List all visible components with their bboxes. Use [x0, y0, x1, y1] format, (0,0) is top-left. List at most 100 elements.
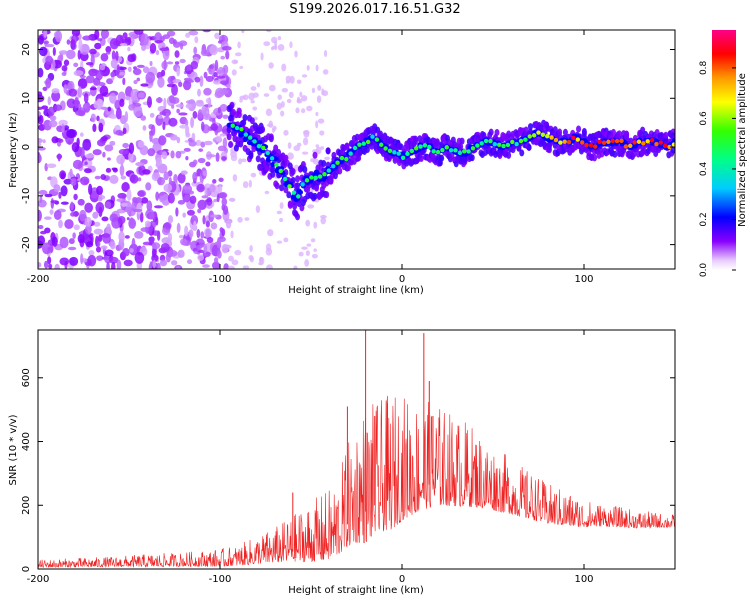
noise-blob [104, 144, 114, 152]
heatmap-layer [38, 30, 675, 269]
noise-blob [268, 84, 276, 92]
noise-blob [38, 114, 44, 125]
noise-blob [219, 103, 228, 112]
noise-blob [206, 154, 216, 158]
noise-blob [197, 208, 202, 214]
noise-blob [276, 240, 283, 244]
noise-blob [50, 197, 55, 209]
noise-blob [279, 217, 284, 223]
noise-blob [156, 262, 161, 269]
noise-blob [38, 146, 46, 151]
noise-blob [43, 40, 49, 45]
noise-blob [186, 64, 192, 71]
noise-blob [54, 263, 60, 269]
ridge-peak [662, 143, 668, 149]
noise-blob [281, 63, 287, 72]
ridge-halo [273, 144, 279, 152]
noise-blob [94, 175, 101, 180]
noise-blob [228, 255, 234, 262]
noise-blob [280, 110, 285, 117]
noise-blob [137, 177, 142, 182]
noise-blob [141, 197, 149, 204]
ridge-peak [387, 148, 393, 154]
noise-blob [48, 120, 58, 128]
ridge-peak [540, 132, 546, 137]
noise-blob [214, 32, 221, 40]
noise-blob [287, 142, 292, 149]
noise-blob [94, 42, 102, 50]
noise-blob [133, 105, 143, 118]
colorbar-scale [712, 30, 736, 270]
noise-blob [125, 95, 131, 101]
noise-blob [111, 261, 116, 269]
noise-blob [106, 261, 110, 269]
noise-blob [132, 102, 142, 107]
noise-blob [133, 30, 144, 35]
noise-blob [265, 243, 272, 252]
noise-blob [68, 88, 78, 97]
noise-blob [137, 92, 145, 99]
ridge-peak [536, 130, 541, 135]
noise-blob [186, 79, 195, 83]
noise-blob [311, 87, 316, 94]
ridge-peak [566, 139, 572, 145]
noise-blob [119, 164, 125, 177]
noise-blob [210, 123, 219, 131]
noise-blob [205, 75, 214, 82]
ridge-halo [270, 170, 276, 178]
noise-blob [301, 151, 309, 155]
noise-blob [200, 231, 205, 239]
noise-blob [134, 251, 145, 264]
noise-blob [124, 111, 129, 123]
noise-blob [105, 45, 112, 53]
ridge-peak [379, 142, 384, 147]
noise-blob [155, 191, 160, 201]
noise-blob [197, 199, 207, 210]
noise-blob [185, 132, 191, 138]
ridge-halo [226, 126, 232, 134]
noise-blob [102, 151, 106, 158]
noise-blob [75, 109, 86, 116]
noise-blob [213, 257, 219, 264]
noise-blob [206, 237, 214, 244]
noise-blob [142, 169, 151, 175]
noise-blob [301, 108, 306, 114]
heatmap-ytick-label: -20 [21, 236, 32, 252]
noise-blob [312, 158, 320, 165]
noise-blob [117, 215, 126, 225]
noise-blob [255, 205, 261, 214]
noise-blob [63, 84, 68, 94]
noise-blob [176, 66, 181, 77]
noise-blob [221, 197, 228, 206]
ridge-peak [588, 143, 594, 148]
ridge-peak [282, 176, 288, 182]
snr-ytick-label: 400 [21, 432, 32, 451]
noise-blob [168, 250, 178, 257]
noise-blob [72, 159, 83, 170]
noise-blob [89, 87, 97, 91]
noise-blob [250, 100, 255, 104]
noise-blob [242, 94, 249, 101]
noise-blob [132, 208, 143, 213]
noise-blob [286, 98, 292, 104]
ridge-peak [575, 137, 581, 142]
ridge-halo [631, 150, 637, 158]
snr-xtick-label: -100 [209, 574, 232, 585]
noise-blob [109, 213, 119, 223]
ridge-band [270, 162, 276, 167]
noise-blob [99, 85, 109, 97]
noise-blob [122, 77, 126, 86]
noise-blob [190, 60, 199, 70]
noise-blob [277, 36, 282, 41]
noise-blob [102, 232, 111, 244]
noise-blob [231, 69, 237, 76]
noise-blob [107, 157, 111, 161]
noise-blob [105, 51, 111, 55]
noise-blob [73, 224, 80, 231]
ridge-peak [545, 133, 550, 139]
noise-blob [256, 82, 261, 88]
noise-blob [64, 219, 74, 230]
noise-blob [220, 55, 226, 60]
noise-blob [203, 243, 208, 254]
noise-blob [276, 210, 282, 215]
